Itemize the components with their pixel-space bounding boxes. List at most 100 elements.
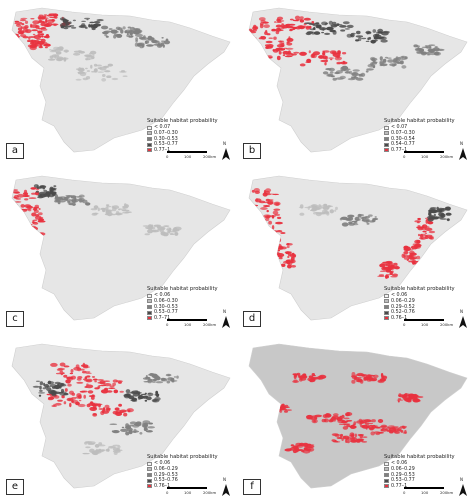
habitat-patch bbox=[415, 49, 423, 51]
habitat-patch bbox=[109, 423, 118, 425]
north-label: N bbox=[223, 141, 226, 146]
habitat-patch bbox=[32, 232, 38, 234]
habitat-patch bbox=[273, 257, 278, 260]
habitat-patch bbox=[266, 209, 269, 213]
habitat-patch bbox=[51, 405, 57, 407]
habitat-patch bbox=[254, 198, 262, 203]
habitat-patch bbox=[112, 382, 116, 386]
habitat-patch bbox=[361, 424, 369, 429]
habitat-patch bbox=[254, 216, 257, 219]
habitat-patch bbox=[273, 408, 280, 411]
habitat-patch bbox=[337, 417, 344, 419]
habitat-patch bbox=[312, 374, 316, 377]
legend-row: < 0.07 bbox=[147, 125, 229, 131]
habitat-patch bbox=[33, 219, 37, 221]
habitat-patch bbox=[334, 209, 337, 212]
legend-row: 0.30–0.54 bbox=[384, 136, 466, 142]
habitat-patch bbox=[258, 223, 267, 227]
habitat-patch bbox=[365, 219, 369, 224]
habitat-patch bbox=[42, 387, 47, 390]
habitat-patch bbox=[107, 63, 114, 67]
habitat-patch bbox=[62, 19, 69, 23]
habitat-patch bbox=[76, 377, 82, 381]
habitat-patch bbox=[155, 390, 159, 395]
habitat-patch bbox=[119, 390, 124, 393]
habitat-patch bbox=[297, 449, 302, 452]
habitat-patch bbox=[260, 238, 266, 243]
habitat-patch bbox=[94, 387, 100, 390]
habitat-patch bbox=[64, 388, 68, 392]
habitat-patch bbox=[81, 72, 87, 74]
habitat-patch bbox=[277, 237, 282, 243]
habitat-patch bbox=[413, 394, 419, 398]
habitat-patch bbox=[346, 437, 349, 440]
scale-label-mid: 100 bbox=[184, 321, 192, 327]
habitat-patch bbox=[273, 208, 281, 211]
legend-swatch bbox=[384, 137, 389, 142]
habitat-patch bbox=[99, 208, 108, 211]
habitat-patch bbox=[351, 372, 356, 377]
habitat-patch bbox=[279, 246, 287, 250]
habitat-patch bbox=[101, 78, 107, 82]
habitat-patch bbox=[324, 62, 327, 66]
habitat-patch bbox=[31, 212, 37, 217]
habitat-patch bbox=[322, 55, 327, 60]
habitat-patch bbox=[338, 423, 344, 425]
habitat-patch bbox=[23, 189, 28, 195]
habitat-patch bbox=[366, 222, 370, 225]
habitat-patch bbox=[44, 15, 47, 18]
habitat-patch bbox=[287, 252, 292, 257]
iberia-map bbox=[11, 175, 231, 321]
habitat-patch bbox=[433, 213, 436, 217]
habitat-patch bbox=[293, 51, 300, 54]
habitat-patch bbox=[169, 233, 174, 235]
habitat-patch bbox=[45, 18, 48, 23]
habitat-patch bbox=[271, 215, 275, 219]
habitat-layer bbox=[249, 15, 445, 81]
habitat-patch bbox=[282, 54, 286, 57]
habitat-patch bbox=[47, 398, 53, 401]
habitat-patch bbox=[104, 70, 111, 73]
habitat-patch bbox=[428, 230, 436, 234]
habitat-patch bbox=[359, 434, 364, 439]
habitat-patch bbox=[367, 37, 370, 41]
habitat-patch bbox=[273, 407, 279, 410]
habitat-patch bbox=[284, 410, 288, 413]
habitat-patch bbox=[33, 226, 38, 231]
habitat-patch bbox=[263, 24, 270, 28]
habitat-patch bbox=[90, 24, 93, 28]
north-arrow-icon: N bbox=[221, 309, 231, 328]
habitat-patch bbox=[132, 393, 140, 397]
habitat-patch bbox=[368, 378, 376, 382]
habitat-patch bbox=[351, 425, 357, 429]
habitat-patch bbox=[29, 44, 36, 49]
habitat-patch bbox=[106, 390, 113, 393]
habitat-patch bbox=[339, 435, 343, 440]
habitat-patch bbox=[328, 57, 334, 59]
habitat-patch bbox=[263, 238, 267, 241]
habitat-patch bbox=[83, 452, 87, 455]
habitat-patch bbox=[372, 218, 379, 220]
habitat-patch bbox=[146, 396, 152, 401]
legend-label: 0.53–0.77 bbox=[391, 478, 415, 484]
habitat-patch bbox=[377, 419, 384, 423]
habitat-patch bbox=[361, 376, 368, 378]
habitat-patch bbox=[332, 30, 337, 35]
habitat-patch bbox=[346, 24, 354, 29]
habitat-patch bbox=[85, 372, 92, 374]
legend-label: 0.30–0.53 bbox=[154, 304, 178, 310]
habitat-patch bbox=[114, 407, 120, 411]
legend-row: < 0.06 bbox=[147, 461, 229, 467]
habitat-patch bbox=[176, 375, 179, 379]
habitat-patch bbox=[366, 420, 373, 422]
habitat-patch bbox=[72, 202, 76, 206]
habitat-patch bbox=[168, 227, 172, 232]
habitat-patch bbox=[385, 274, 388, 279]
legend-label: 0.76–1 bbox=[391, 315, 408, 321]
habitat-patch bbox=[409, 252, 417, 256]
habitat-patch bbox=[429, 210, 433, 213]
habitat-patch bbox=[49, 49, 52, 51]
habitat-patch bbox=[343, 423, 346, 426]
habitat-patch bbox=[142, 420, 151, 425]
legend-swatch bbox=[147, 125, 152, 130]
